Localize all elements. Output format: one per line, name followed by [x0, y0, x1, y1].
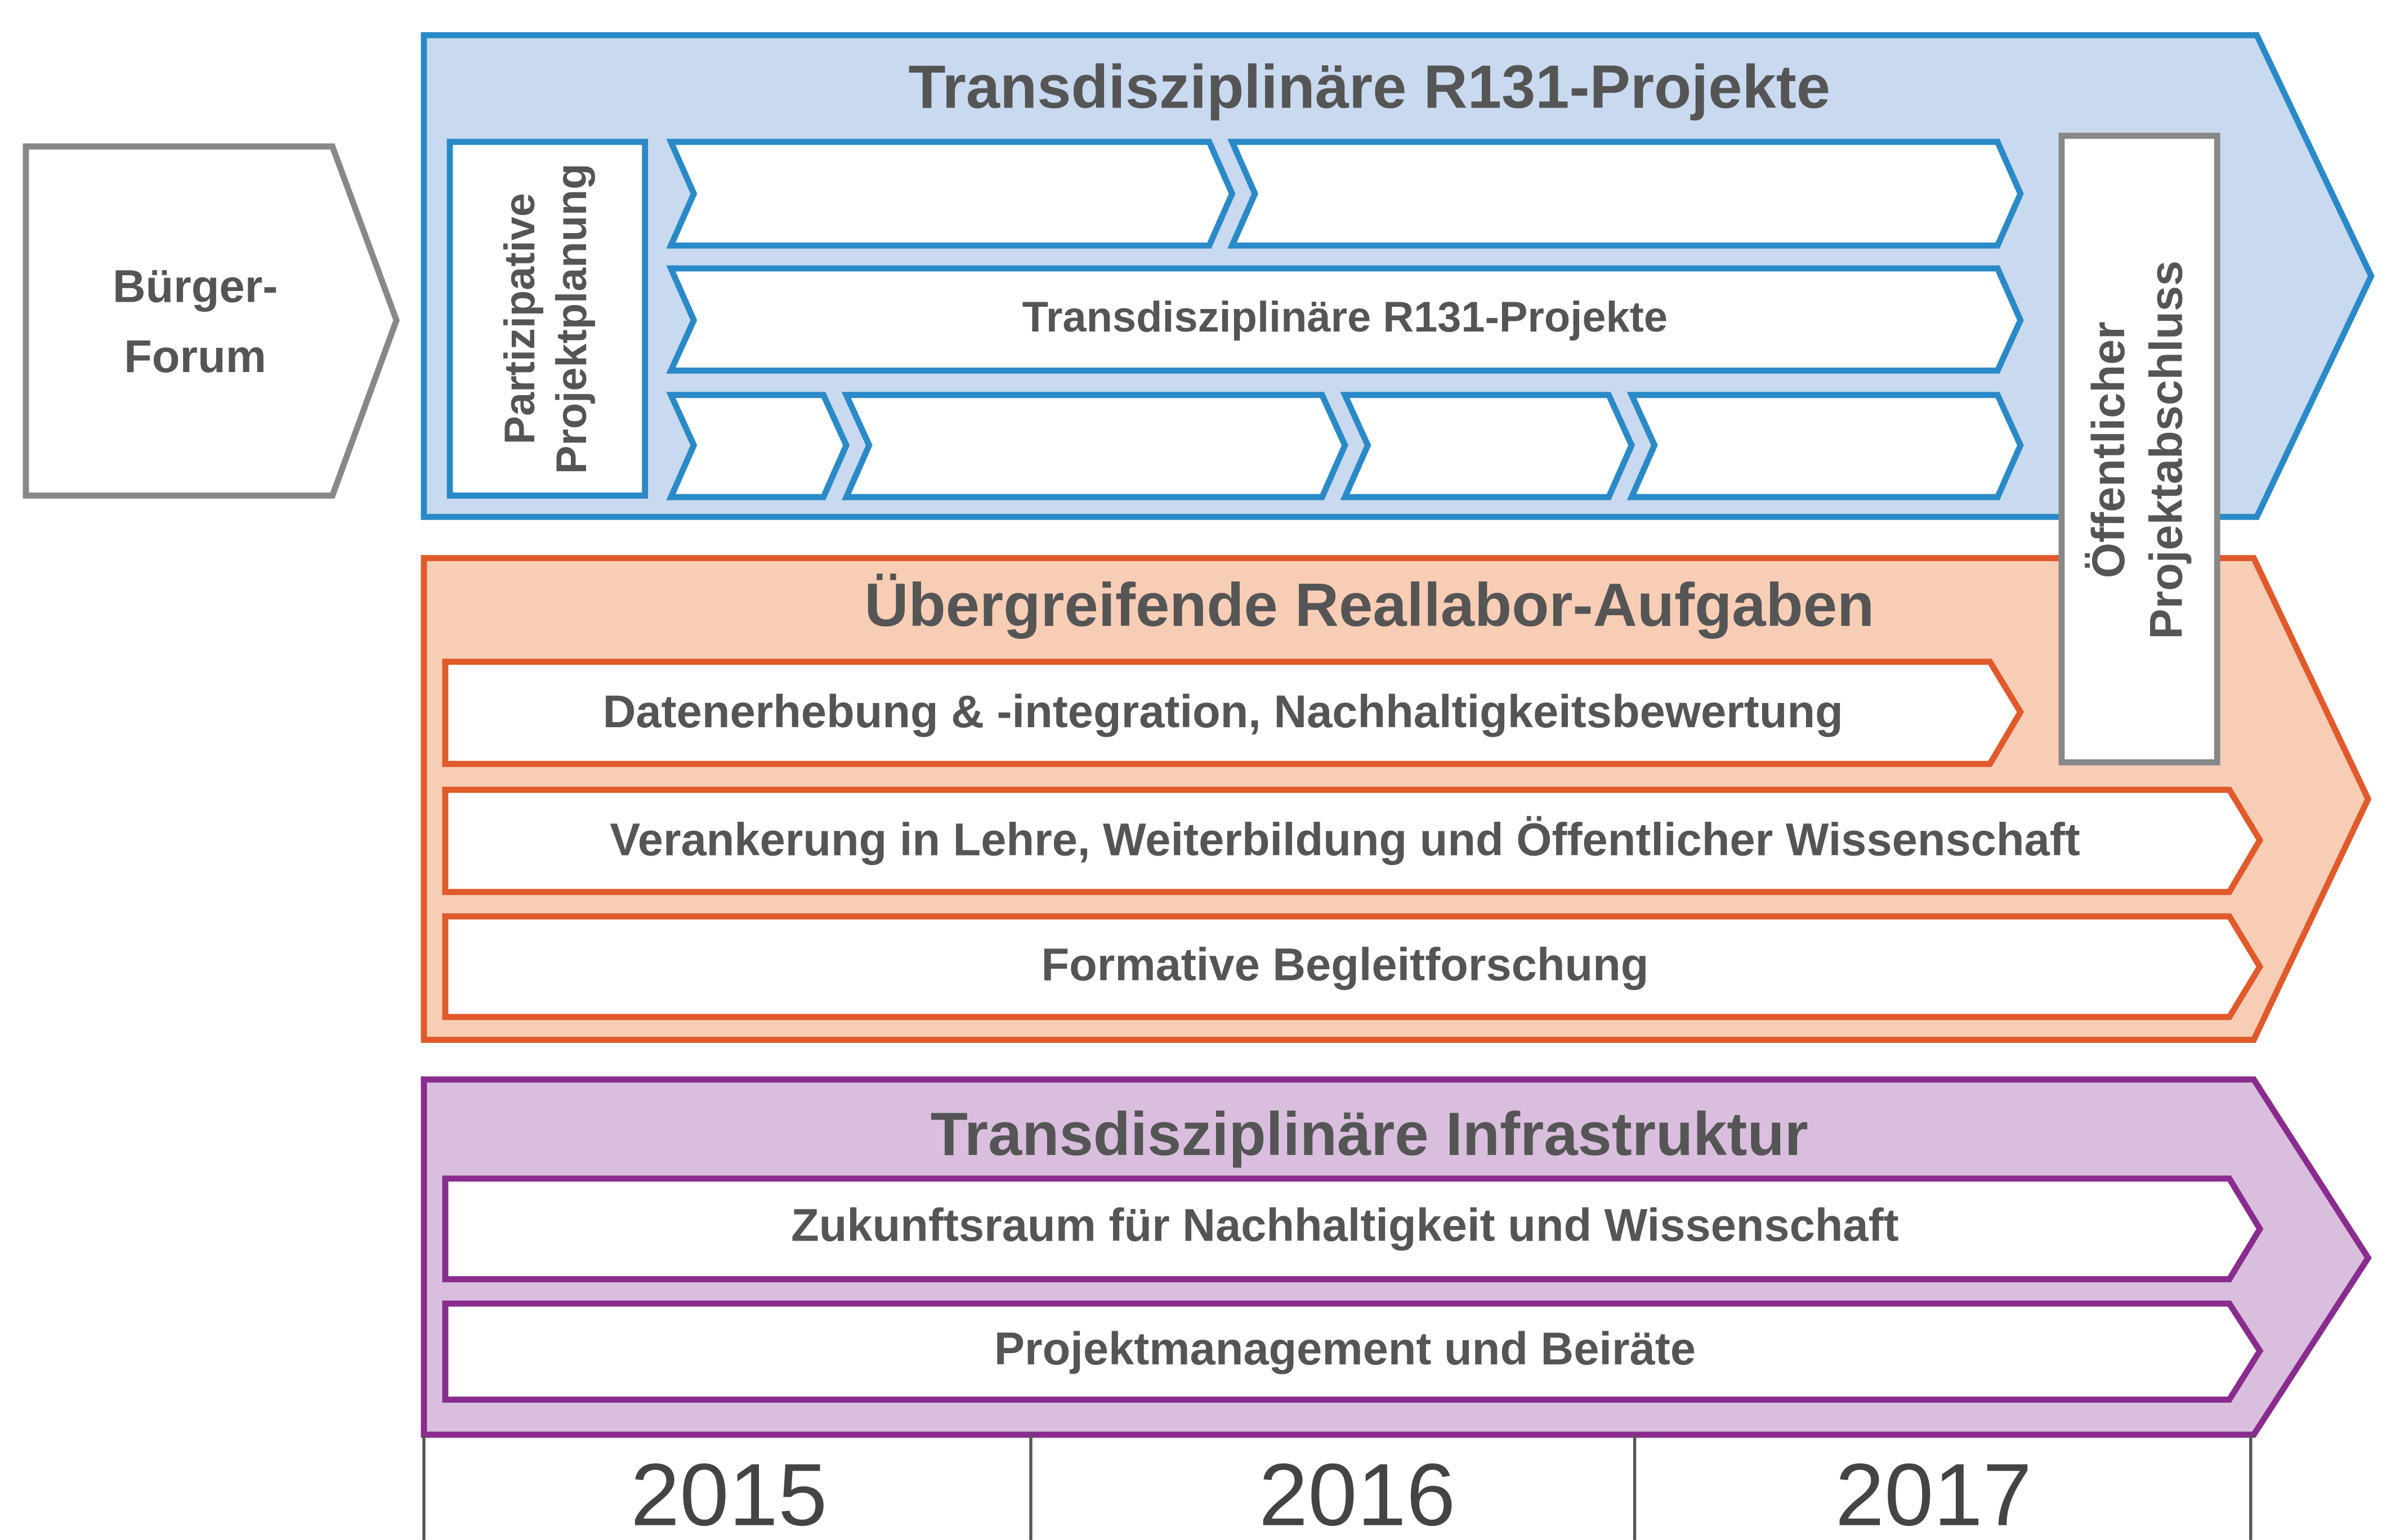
year-dividers [422, 1434, 2253, 1540]
chevron [841, 392, 1348, 500]
forum-label: Forum [124, 331, 266, 382]
tasks-title: Übergreifende Reallabor-Aufgaben [864, 571, 1874, 639]
task-bar [442, 913, 2264, 1020]
task-label: Datenerhebung & -integration, Nachhaltig… [603, 686, 1843, 737]
infra-title: Transdisziplinäre Infrastruktur [931, 1100, 1808, 1168]
chevron [666, 392, 850, 500]
closing-label: Öffentlicher [2083, 321, 2134, 578]
planning-box [446, 138, 649, 499]
chevron [1340, 392, 1635, 500]
chevron [1227, 138, 2024, 249]
year: 2016 [1259, 1446, 1455, 1540]
infra-label: Zukunftsraum für Nachhaltigkeit und Wiss… [791, 1200, 1899, 1251]
task-bar [442, 659, 2024, 767]
row-label: Transdisziplinäre R131-Projekte [1022, 293, 1668, 341]
year: 2015 [631, 1446, 827, 1540]
year: 2017 [1835, 1446, 2032, 1540]
closing-box [2058, 132, 2220, 765]
infra-bar [442, 1300, 2264, 1403]
chevron [1626, 392, 2024, 500]
task-bar [442, 786, 2264, 896]
infra-label: Projektmanagement und Beiräte [994, 1323, 1696, 1375]
projects-title: Transdisziplinäre R131-Projekte [908, 52, 1830, 120]
planning-label: Partizipative [496, 193, 544, 445]
task-label: Formative Begleitforschung [1041, 939, 1648, 991]
chevron [666, 265, 2024, 374]
chevron [666, 138, 1236, 249]
closing-label: Projektabschluss [2141, 261, 2192, 639]
infra-bar [442, 1175, 2264, 1283]
forum-label: Bürger- [113, 261, 278, 312]
forum-arrow [23, 143, 400, 499]
planning-label: Projektplanung [548, 163, 596, 474]
task-label: Verankerung in Lehre, Weiterbildung und … [610, 814, 2080, 865]
